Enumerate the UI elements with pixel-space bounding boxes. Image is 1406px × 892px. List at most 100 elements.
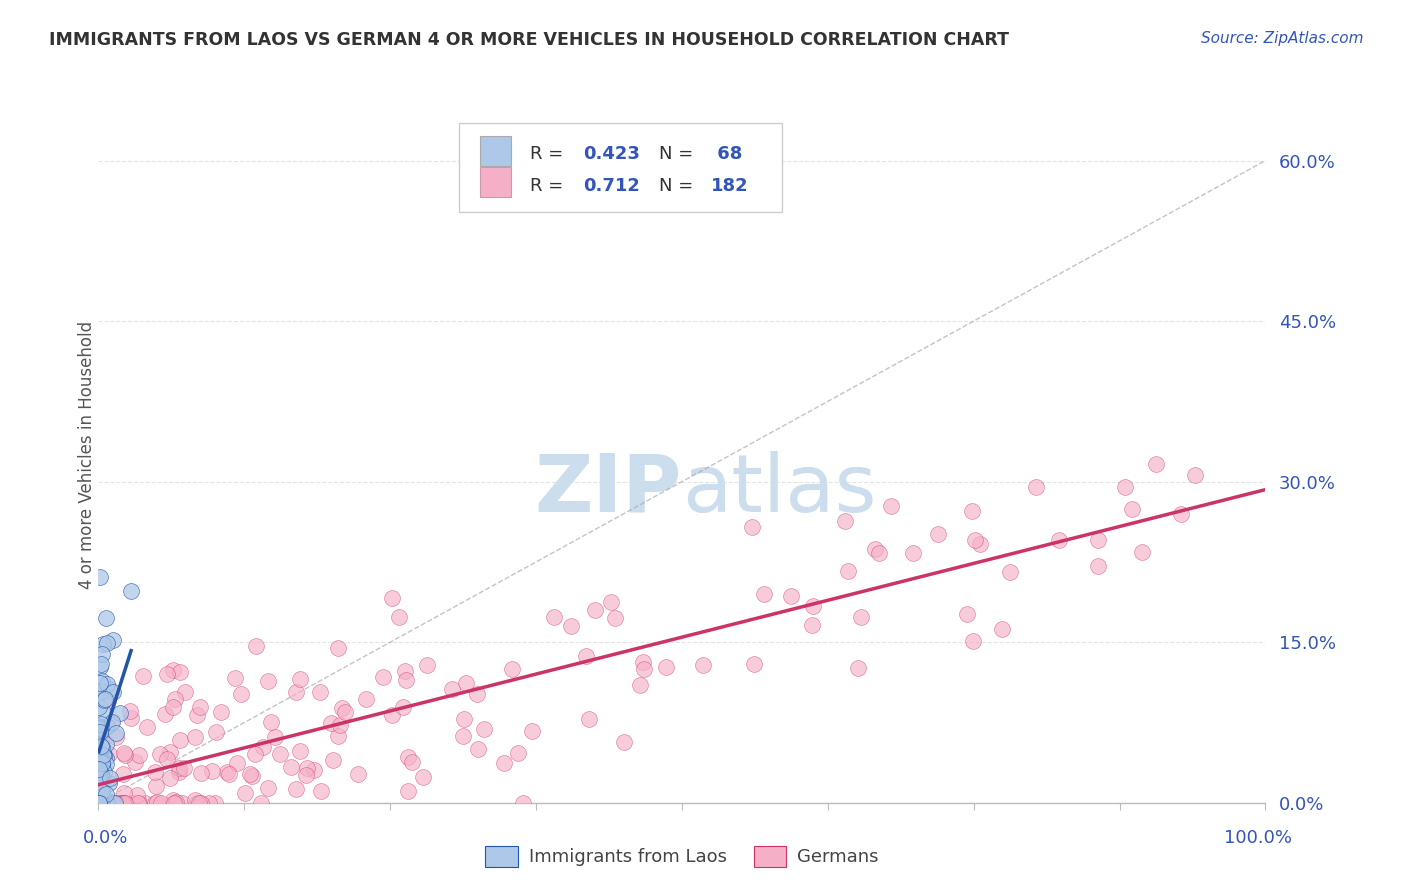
Point xyxy=(90,684,112,698)
Point xyxy=(395,673,418,688)
Text: ZIP: ZIP xyxy=(534,450,682,529)
Point xyxy=(451,730,474,744)
Point xyxy=(280,760,302,774)
Text: IMMIGRANTS FROM LAOS VS GERMAN 4 OR MORE VEHICLES IN HOUSEHOLD CORRELATION CHART: IMMIGRANTS FROM LAOS VS GERMAN 4 OR MORE… xyxy=(49,31,1010,49)
Point xyxy=(991,622,1014,636)
Point xyxy=(165,691,187,706)
Point xyxy=(87,796,110,810)
Point xyxy=(1130,545,1153,559)
Point xyxy=(186,707,208,722)
Point xyxy=(87,749,110,764)
Point xyxy=(125,788,148,802)
Point xyxy=(319,716,342,731)
Point xyxy=(91,638,114,652)
Point xyxy=(575,648,598,663)
Point xyxy=(89,747,111,762)
Point xyxy=(89,775,111,789)
Point xyxy=(90,758,112,772)
Point xyxy=(512,796,534,810)
Point xyxy=(396,783,419,797)
Point xyxy=(103,796,125,810)
Point xyxy=(97,775,120,789)
Text: 100.0%: 100.0% xyxy=(1225,829,1292,847)
Point xyxy=(963,533,986,547)
Point xyxy=(381,591,404,605)
Point xyxy=(90,740,112,755)
Point xyxy=(654,659,676,673)
Point xyxy=(87,723,110,737)
Point xyxy=(122,796,145,810)
Point xyxy=(89,728,111,742)
Point xyxy=(204,796,226,810)
Point xyxy=(201,764,224,778)
Point xyxy=(190,796,212,810)
Point xyxy=(962,633,984,648)
Point xyxy=(105,731,128,745)
Point xyxy=(111,796,134,810)
Point xyxy=(467,687,489,701)
Point xyxy=(205,724,228,739)
Point xyxy=(97,693,120,707)
Point xyxy=(188,796,211,810)
Point xyxy=(472,723,495,737)
Point xyxy=(94,756,117,771)
Point xyxy=(90,756,112,770)
Point xyxy=(956,607,979,622)
Point xyxy=(329,718,352,732)
Point xyxy=(91,747,114,762)
Point xyxy=(492,756,515,770)
Point xyxy=(633,656,655,670)
Point xyxy=(245,640,267,654)
Point xyxy=(412,770,434,784)
Point xyxy=(901,546,924,560)
Point xyxy=(112,746,135,760)
Point xyxy=(169,761,191,775)
Point xyxy=(89,570,111,584)
Point xyxy=(846,661,869,675)
Point xyxy=(508,747,530,761)
Point xyxy=(1087,533,1109,548)
Point xyxy=(87,796,110,810)
Point xyxy=(132,669,155,683)
Point xyxy=(330,701,353,715)
Point xyxy=(226,756,249,771)
Point xyxy=(381,707,404,722)
Point xyxy=(1025,480,1047,494)
Point xyxy=(90,648,112,662)
Point xyxy=(159,771,181,785)
Point xyxy=(89,761,111,775)
Point xyxy=(633,662,655,676)
Text: Source: ZipAtlas.com: Source: ZipAtlas.com xyxy=(1201,31,1364,46)
Point xyxy=(880,499,903,513)
Point xyxy=(149,747,172,761)
Point xyxy=(239,766,262,780)
Point xyxy=(328,640,350,655)
Point xyxy=(628,678,651,692)
Point xyxy=(90,657,112,672)
Point xyxy=(801,599,824,613)
Point xyxy=(89,769,111,783)
Point xyxy=(295,767,318,781)
Point xyxy=(89,796,111,810)
Point xyxy=(104,796,127,810)
Point xyxy=(456,676,478,690)
Point xyxy=(1047,533,1070,547)
Point xyxy=(89,725,111,739)
Point xyxy=(98,681,121,696)
Text: N =: N = xyxy=(658,145,699,162)
Point xyxy=(264,731,287,745)
Point xyxy=(90,796,112,810)
Point xyxy=(96,635,118,649)
Point xyxy=(162,792,184,806)
Point xyxy=(209,705,232,719)
Point xyxy=(741,520,763,534)
Point xyxy=(136,720,159,734)
Point xyxy=(101,685,124,699)
Point xyxy=(162,663,184,677)
Point xyxy=(229,687,252,701)
Point xyxy=(257,674,280,689)
Point xyxy=(90,739,112,753)
Point xyxy=(1144,457,1167,471)
Point xyxy=(578,713,600,727)
Point xyxy=(124,756,146,770)
